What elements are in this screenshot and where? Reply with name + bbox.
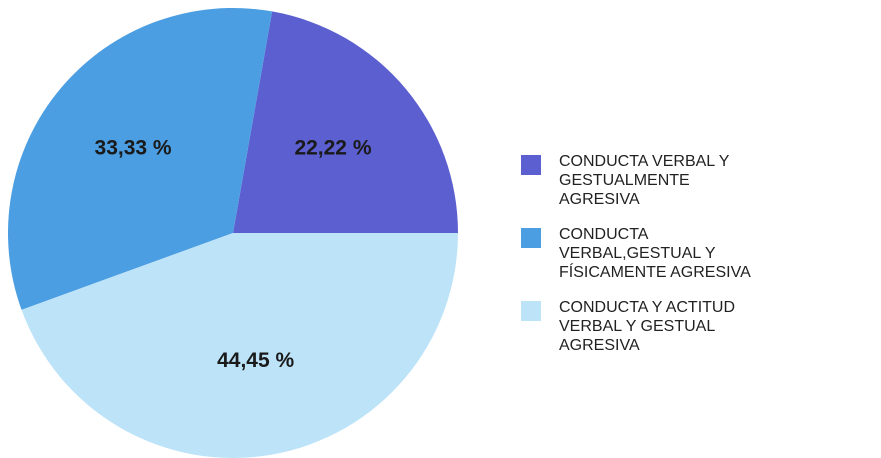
legend-label: CONDUCTA VERBAL Y GESTUALMENTE AGRESIVA: [559, 153, 730, 208]
legend-swatch: [521, 228, 541, 248]
data-label: 33,33 %: [95, 137, 172, 160]
data-label: 44,45 %: [217, 349, 294, 372]
legend-label: CONDUCTA VERBAL,GESTUAL Y FÍSICAMENTE AG…: [559, 226, 751, 281]
legend-swatch: [521, 301, 541, 321]
pie-slice: [8, 8, 273, 310]
legend-item: CONDUCTA VERBAL Y GESTUALMENTE AGRESIVA: [521, 152, 749, 209]
legend-swatch: [521, 155, 541, 175]
legend-item: CONDUCTA Y ACTITUD VERBAL Y GESTUAL AGRE…: [521, 298, 779, 355]
legend-label: CONDUCTA Y ACTITUD VERBAL Y GESTUAL AGRE…: [559, 299, 736, 354]
pie-slice: [233, 11, 458, 234]
legend-item: CONDUCTA VERBAL,GESTUAL Y FÍSICAMENTE AG…: [521, 225, 789, 282]
pie-slice: [21, 233, 458, 458]
data-label: 22,22 %: [294, 137, 371, 160]
